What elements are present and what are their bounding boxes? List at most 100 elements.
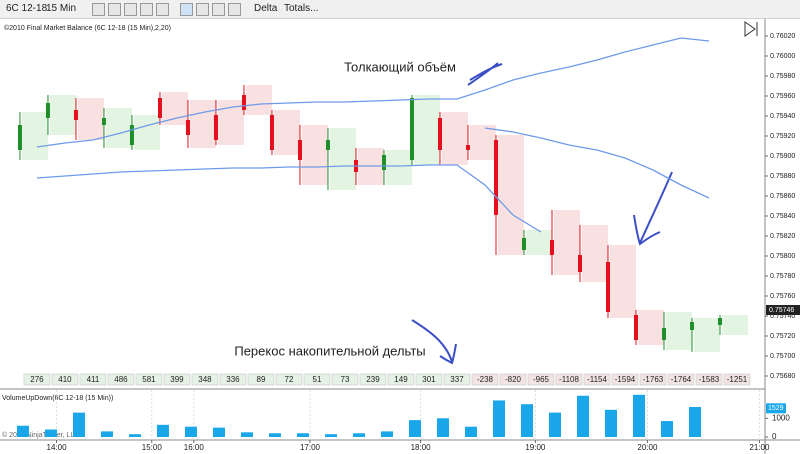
volume-bar (380, 431, 393, 437)
y-tick-label: 1000 (772, 413, 790, 422)
y-tick-label: 0.76020 (770, 33, 795, 40)
footprint-cell (161, 92, 188, 125)
volume-bar (548, 412, 561, 437)
total-label: 301 (422, 375, 436, 384)
footprint-cell (497, 135, 524, 255)
icon[interactable] (744, 21, 758, 37)
total-cell (331, 373, 359, 386)
y-tick-label: 0.75680 (770, 373, 795, 380)
footprint-cell (385, 150, 412, 185)
volume-bar (576, 395, 589, 437)
volume-bar (436, 418, 449, 437)
candle-body (605, 262, 610, 312)
total-cell (583, 373, 611, 386)
total-cell (387, 373, 415, 386)
icon[interactable] (180, 3, 193, 16)
y-tick-label: 0.75760 (770, 293, 795, 300)
total-cell (611, 373, 639, 386)
chart: ©2010 Final Market Balance (6C 12-18 (15… (0, 19, 800, 454)
total-cell (135, 373, 163, 386)
total-cell (723, 373, 751, 386)
interval[interactable]: 15 Min (46, 3, 77, 14)
icon[interactable] (140, 3, 153, 16)
total-label: 411 (87, 375, 100, 384)
total-label: -1108 (559, 375, 579, 384)
footprint-cell (469, 125, 496, 160)
total-cell (23, 373, 51, 386)
candle-body (129, 125, 134, 145)
volume-bar (268, 433, 281, 437)
y-tick-label: 0.75960 (770, 93, 795, 100)
volume-bar (44, 429, 57, 437)
candle-body (213, 115, 218, 140)
total-label: -1583 (699, 375, 720, 384)
instrument[interactable]: 6C 12-18 (6, 3, 48, 14)
total-label: 72 (285, 375, 294, 384)
total-cell (639, 373, 667, 386)
volume-bar (212, 427, 225, 437)
icon[interactable] (212, 3, 225, 16)
total-label: 276 (30, 375, 44, 384)
total-label: 51 (313, 375, 322, 384)
y-tick-label: 0.75880 (770, 173, 795, 180)
y-tick-label: 0.75920 (770, 133, 795, 140)
y-tick-label: 0.75700 (770, 353, 795, 360)
y-tick-label: 0.75840 (770, 213, 795, 220)
x-tick-label: 14:00 (47, 443, 68, 452)
total-label: 581 (142, 375, 156, 384)
last-value-box (766, 403, 786, 414)
total-label: -1154 (587, 375, 607, 384)
total-cell (499, 373, 527, 386)
total-cell (443, 373, 471, 386)
mode[interactable]: Delta (254, 3, 278, 14)
total-label: 239 (366, 375, 380, 384)
total-label: 410 (58, 375, 72, 384)
band-line (484, 127, 710, 199)
icon[interactable] (196, 3, 209, 16)
y-tick-label: 0.75740 (770, 313, 795, 320)
volume-bar (16, 425, 29, 437)
total-cell (555, 373, 583, 386)
totals-menu[interactable]: Totals... (284, 3, 319, 14)
total-cell (219, 373, 247, 386)
x-tick-label: 21:00 (749, 443, 770, 452)
total-cell (359, 373, 387, 386)
total-label: 149 (394, 375, 408, 384)
total-cell (415, 373, 443, 386)
y-tick-label: 0.75820 (770, 233, 795, 240)
candle-body (73, 110, 78, 120)
candle-body (101, 118, 106, 125)
volume-bar (324, 434, 337, 437)
total-label: 89 (257, 375, 266, 384)
total-cell (275, 373, 303, 386)
volume-bar (156, 424, 169, 437)
x-tick-label: 20:00 (637, 443, 658, 452)
x-tick-label: 17:00 (300, 443, 321, 452)
icon[interactable] (156, 3, 169, 16)
band-line (36, 164, 542, 233)
x-tick-label: 16:00 (184, 443, 205, 452)
copyright: © 2018 NinjaTrader, LLC (2, 431, 79, 439)
arrow (467, 62, 503, 86)
volume-bar (352, 433, 365, 437)
candle-body (241, 95, 246, 110)
toolbar: 6C 12-18 15 Min Delta Totals... (0, 0, 800, 19)
total-cell (163, 373, 191, 386)
icon[interactable] (228, 3, 241, 16)
last-value-label: 1529 (768, 405, 784, 412)
volume-bar (688, 407, 701, 437)
footprint-cell (105, 108, 132, 148)
candle-body (157, 98, 162, 118)
footprint-cell (581, 225, 608, 282)
icon[interactable] (124, 3, 137, 16)
candle-body (437, 118, 442, 150)
band-line (36, 37, 710, 148)
total-label: 336 (226, 375, 240, 384)
footprint-cell (441, 112, 468, 165)
volume-bar (408, 420, 421, 437)
candle-body (325, 140, 330, 150)
icon[interactable] (108, 3, 121, 16)
total-label: 486 (114, 375, 128, 384)
icon[interactable] (92, 3, 105, 16)
